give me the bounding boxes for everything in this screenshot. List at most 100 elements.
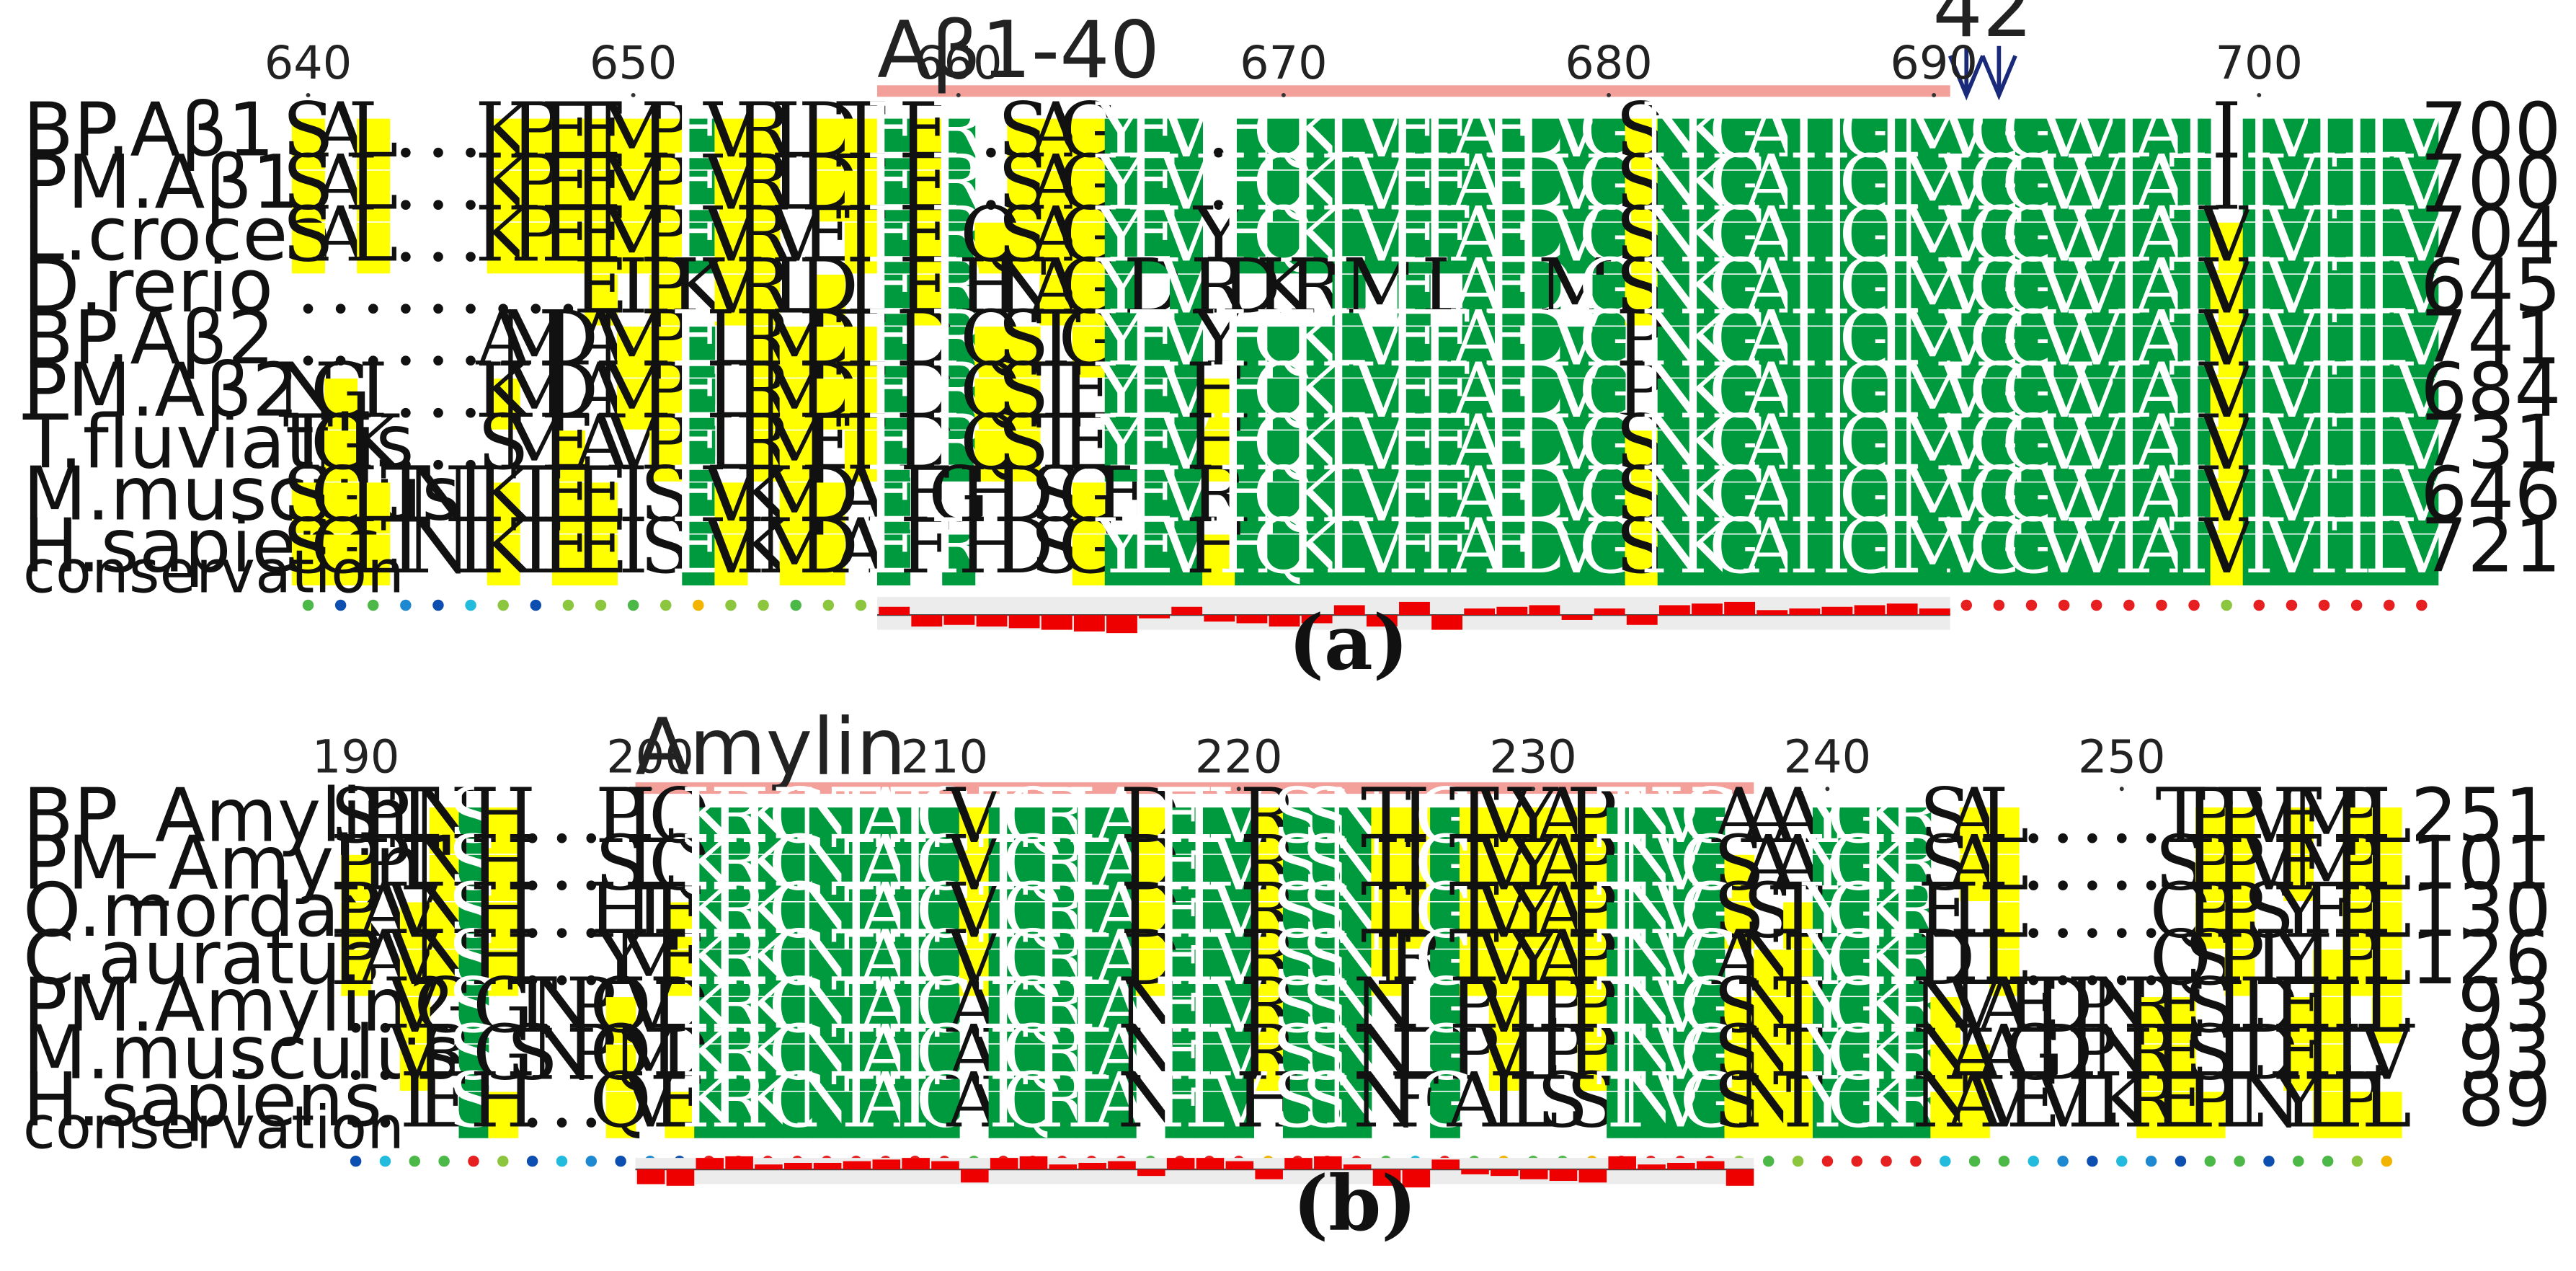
residue: I (846, 243, 876, 331)
residue-highlight (1560, 118, 1594, 170)
panel-label: (a) (1289, 598, 1409, 687)
residue-highlight (1625, 170, 1658, 222)
residue-highlight (1917, 274, 1951, 326)
residue-highlight (1592, 170, 1626, 222)
residue: . (426, 138, 450, 226)
residue: F (1387, 243, 1440, 331)
residue-highlight (1560, 222, 1594, 274)
residue-highlight (2177, 274, 2211, 326)
residue-highlight (910, 222, 943, 274)
conservation-dot (497, 599, 509, 611)
conservation-bar (784, 1162, 812, 1170)
conservation-dot (2058, 599, 2070, 611)
residue: I (1821, 87, 1851, 174)
residue-highlight (2373, 118, 2407, 170)
residue-highlight (551, 118, 585, 170)
residue-highlight (1072, 222, 1106, 274)
residue: I (2309, 190, 2339, 278)
conservation-bar (1756, 610, 1788, 616)
residue-highlight (2307, 170, 2341, 222)
residue-highlight (649, 274, 683, 326)
conservation-bar (1519, 1169, 1548, 1179)
conservation-bar (1008, 615, 1040, 629)
conservation-bar (1196, 1158, 1225, 1170)
conservation-bar (1041, 615, 1072, 630)
residue-highlight (2405, 170, 2439, 222)
residue-highlight (2048, 222, 2082, 274)
residue-highlight (584, 170, 618, 222)
conservation-dot (2318, 599, 2330, 611)
residue-highlight (551, 170, 585, 222)
residue-highlight (1527, 170, 1561, 222)
residue: V (1158, 243, 1215, 331)
conservation-bar (1255, 1169, 1283, 1179)
position-tick: 650 (590, 37, 678, 90)
conservation-bar (1225, 1161, 1254, 1170)
conservation-dot (1968, 1155, 1981, 1167)
sequence-end-position: 700 (2420, 88, 2561, 174)
residue-highlight (2275, 222, 2309, 274)
residue-highlight (1495, 118, 1529, 170)
conservation-bar (1696, 1161, 1725, 1170)
conservation-bar (911, 615, 943, 627)
tick-mark (1932, 92, 1937, 97)
conservation-dot (2322, 1155, 2334, 1167)
residue-highlight (2275, 118, 2309, 170)
residue-highlight (1689, 222, 1723, 274)
conservation-bar (1106, 615, 1137, 634)
residue-highlight (2340, 170, 2374, 222)
residue: L (348, 138, 398, 226)
residue-highlight (1169, 118, 1204, 170)
conservation-dot (1910, 1155, 1922, 1167)
residue: . (458, 87, 482, 174)
conservation-bar (636, 1169, 665, 1184)
residue: . (1207, 87, 1230, 174)
species-name: L.crocea (23, 192, 333, 278)
residue-highlight (2015, 222, 2048, 274)
conservation-dot (660, 599, 672, 611)
residue-highlight (1657, 170, 1691, 222)
conservation-bar (1529, 605, 1560, 616)
residue-highlight (551, 222, 585, 274)
conservation-dot (2293, 1155, 2304, 1167)
residue-highlight (2113, 170, 2146, 222)
residue-highlight (1689, 274, 1723, 326)
residue: P (641, 243, 691, 331)
species-name: BP.Aβ1 (23, 88, 275, 174)
residue: I (1821, 190, 1851, 278)
residue: R (930, 87, 989, 174)
residue: V (2393, 190, 2451, 278)
residue-highlight (2080, 274, 2114, 326)
residue-highlight (1820, 274, 1854, 326)
residue-highlight (1625, 118, 1658, 170)
conservation-bar (696, 1158, 724, 1170)
residue-highlight (2373, 170, 2407, 222)
residue: . (426, 87, 450, 174)
residue-highlight (1527, 222, 1561, 274)
residue: . (524, 243, 548, 331)
residue-highlight (1592, 222, 1626, 274)
sequence-end-position: 721 (2420, 504, 2561, 590)
conservation-dot (693, 599, 704, 611)
residue-highlight (2275, 170, 2309, 222)
conservation-bar (872, 1159, 901, 1170)
residue-highlight (1852, 170, 1886, 222)
conservation-dot (367, 599, 379, 611)
residue-highlight (2015, 170, 2048, 222)
residue-highlight (2145, 170, 2179, 222)
conservation-dot (1993, 599, 2005, 611)
conservation-dot (2204, 1155, 2216, 1167)
residue: I (2114, 243, 2144, 331)
residue-highlight (1364, 118, 1398, 170)
residue-highlight (1267, 222, 1301, 274)
residue-highlight (714, 274, 748, 326)
residue: H (958, 243, 1023, 331)
residue-highlight (910, 118, 943, 170)
conservation-dot (350, 1155, 362, 1167)
residue: S (283, 138, 334, 226)
residue: I (2114, 87, 2144, 174)
residue-highlight (1267, 118, 1301, 170)
position-tick: 660 (915, 37, 1003, 90)
